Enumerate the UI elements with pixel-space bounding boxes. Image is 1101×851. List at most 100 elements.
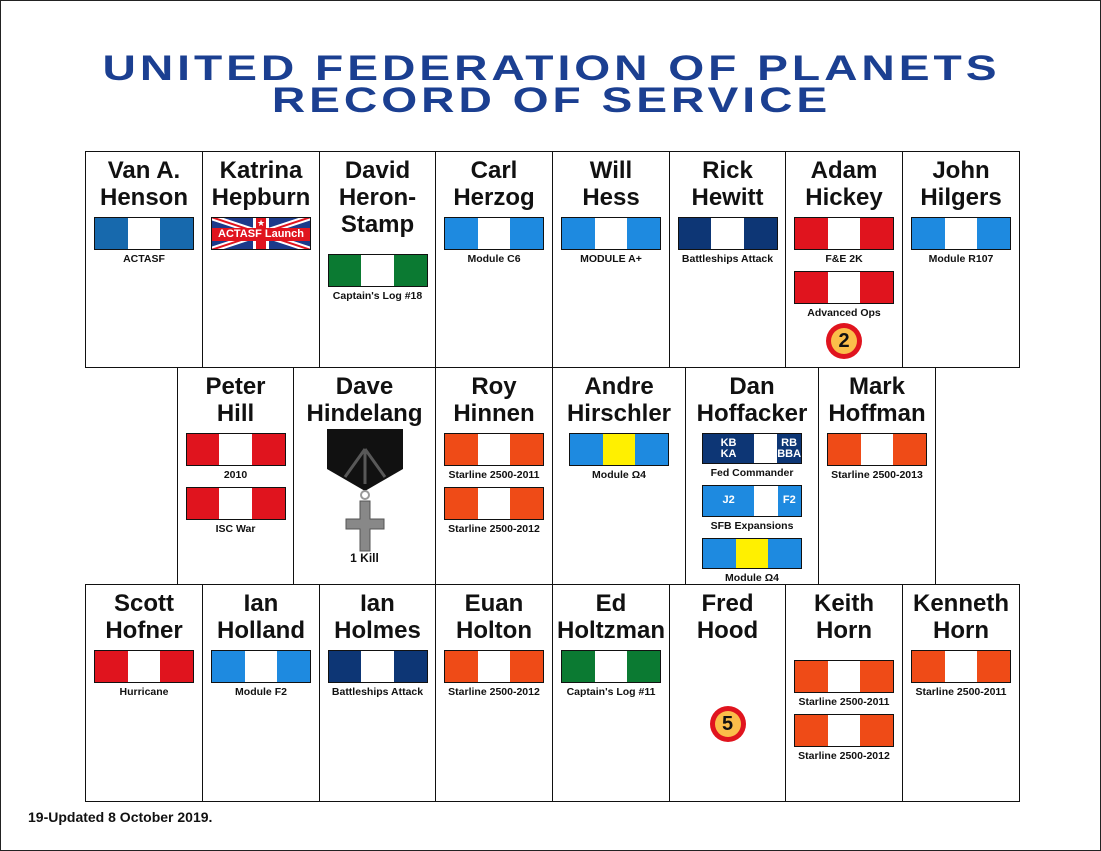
ribbon-label: Battleships Attack (331, 686, 424, 698)
ribbon-stripe (711, 218, 744, 249)
ribbon-stripe (570, 434, 603, 465)
ribbon-stripe (510, 651, 544, 682)
ribbon-label: Hurricane (119, 686, 169, 698)
ribbon-stripe (912, 651, 945, 682)
ribbon-stripe (860, 218, 894, 249)
service-ribbon (94, 217, 194, 250)
ribbon-label: Starline 2500-2012 (798, 750, 890, 762)
ribbon-stripe (477, 218, 511, 249)
ribbon-stripe (860, 715, 894, 746)
ribbon-stripe (562, 651, 595, 682)
ribbon-stripe (477, 434, 511, 465)
ribbon-label: F&E 2K (825, 253, 863, 265)
ribbon-stripe (477, 651, 511, 682)
ribbon-stripe: RB BBA (777, 434, 801, 464)
ribbon-stripe (827, 661, 861, 692)
person-card: Roy Hinnen Starline 2500-2011 Starline 2500… (435, 367, 553, 585)
ribbon-stripe (445, 651, 478, 682)
person-card: Ed Holtzman Captain's Log #11 (552, 584, 670, 802)
ribbon-stripe (912, 218, 945, 249)
ribbon-stripe: F2 (777, 486, 801, 516)
ribbon-stripe (827, 218, 861, 249)
service-ribbon (327, 650, 428, 683)
ribbon-label: Starline 2500-2011 (915, 686, 1007, 698)
service-ribbon (185, 433, 286, 466)
person-name: John Hilgers (920, 157, 1001, 211)
ribbon-stripe (212, 651, 245, 682)
person-name: Katrina Hepburn (212, 157, 311, 211)
ribbon-stripe (328, 255, 362, 286)
ribbon-stripe (445, 218, 478, 249)
person-card: Fred Hood 5 (669, 584, 786, 802)
ribbon-label: Module F2 (235, 686, 287, 698)
name-line: Hepburn (211, 184, 311, 211)
ribbon-stripe (860, 434, 894, 465)
service-ribbon (444, 433, 544, 466)
ribbon-stripe (244, 651, 278, 682)
person-name: Dan Hoffacker (697, 373, 808, 427)
service-ribbon (911, 217, 1011, 250)
medal-cross-icon (326, 429, 403, 552)
person-card: Andre Hirschler Module Ω4 (552, 367, 686, 585)
ribbon-stripe (477, 488, 511, 519)
service-ribbon (677, 217, 778, 250)
name-line: Horn (933, 617, 989, 644)
name-line: Hickey (805, 184, 883, 211)
name-line: Horn (816, 617, 872, 644)
service-ribbon (911, 650, 1011, 683)
ribbon-stripe (627, 218, 661, 249)
ribbon-stripe (944, 651, 978, 682)
service-ribbon: KB KA RB BBA (702, 433, 802, 465)
service-ribbon (569, 433, 669, 466)
ribbon-stripe (860, 661, 894, 692)
title-line-2: RECORD OF SERVICE (271, 81, 832, 120)
person-name: Fred Hood (697, 590, 758, 644)
person-name: David Heron- Stamp (339, 157, 416, 238)
ribbon-stripe (703, 538, 736, 568)
ribbon-label: SFB Expansions (710, 519, 794, 532)
ribbon-label: Starline 2500-2012 (448, 523, 540, 535)
ribbon-stripe (160, 218, 194, 249)
service-ribbon (444, 487, 544, 520)
person-card: Euan Holton Starline 2500-2012 (435, 584, 553, 802)
name-line: David (344, 157, 411, 184)
star-fleet-badge-icon: 5 (709, 706, 746, 742)
person-name: Rick Hewitt (692, 157, 764, 211)
name-line: Hoffman (828, 400, 926, 427)
person-name: Andre Hirschler (567, 373, 671, 427)
name-line: Fred (701, 590, 754, 617)
union-flag-ribbon: ★ ACTASF Launch (211, 217, 311, 250)
name-line: Hilgers (920, 184, 1002, 211)
ribbon-stripe (160, 651, 194, 682)
ribbon-label: 2010 (223, 469, 248, 481)
ribbon-stripe (827, 715, 861, 746)
ribbon-stripe (735, 538, 769, 568)
ribbon-label: Starline 2500-2011 (448, 469, 540, 481)
ribbon-label: Module R107 (928, 253, 994, 265)
person-name: Dave Hindelang (306, 373, 422, 427)
ribbon-stripe (602, 434, 636, 465)
ribbon-stripe (95, 218, 128, 249)
service-ribbon (444, 650, 544, 683)
service-ribbon: J2 F2 (702, 485, 802, 517)
ribbon-label: Captain's Log #11 (566, 686, 656, 698)
ribbon-stripe (754, 486, 778, 516)
ribbon-stripe (594, 218, 628, 249)
person-name: Ed Holtzman (557, 590, 665, 644)
ribbon-stripe (795, 715, 828, 746)
person-name: Roy Hinnen (453, 373, 534, 427)
update-note: 19-Updated 8 October 2019. (28, 809, 213, 825)
name-line: Hindelang (306, 400, 423, 427)
ribbon-label: Starline 2500-2013 (831, 469, 923, 481)
person-card: Ian Holland Module F2 (202, 584, 320, 802)
ribbon-label: Captain's Log #18 (332, 290, 423, 302)
service-ribbon (827, 433, 927, 466)
person-card: Ian Holmes Battleships Attack (319, 584, 436, 802)
ribbon-stripe (219, 488, 252, 519)
name-line: Katrina (219, 157, 303, 184)
ribbon-stripe (361, 651, 394, 682)
name-line: Euan (464, 590, 524, 617)
name-line: Hirschler (566, 400, 672, 427)
service-ribbon (702, 537, 802, 569)
